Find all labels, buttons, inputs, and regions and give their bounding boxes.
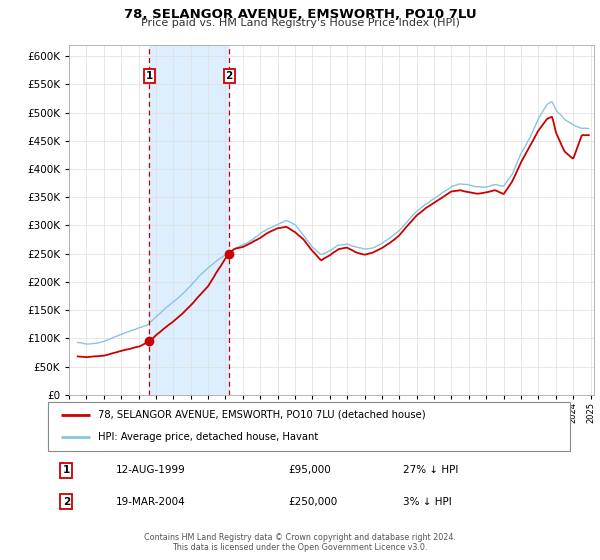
Text: 27% ↓ HPI: 27% ↓ HPI xyxy=(403,465,458,475)
Text: 78, SELANGOR AVENUE, EMSWORTH, PO10 7LU: 78, SELANGOR AVENUE, EMSWORTH, PO10 7LU xyxy=(124,8,476,21)
Text: Price paid vs. HM Land Registry's House Price Index (HPI): Price paid vs. HM Land Registry's House … xyxy=(140,18,460,29)
Text: 3% ↓ HPI: 3% ↓ HPI xyxy=(403,497,452,507)
Text: Contains HM Land Registry data © Crown copyright and database right 2024.: Contains HM Land Registry data © Crown c… xyxy=(144,533,456,542)
Text: HPI: Average price, detached house, Havant: HPI: Average price, detached house, Hava… xyxy=(98,432,318,442)
Text: This data is licensed under the Open Government Licence v3.0.: This data is licensed under the Open Gov… xyxy=(172,543,428,552)
Text: £95,000: £95,000 xyxy=(288,465,331,475)
Text: 12-AUG-1999: 12-AUG-1999 xyxy=(116,465,185,475)
Text: £250,000: £250,000 xyxy=(288,497,337,507)
FancyBboxPatch shape xyxy=(48,402,570,451)
Text: 1: 1 xyxy=(146,71,153,81)
Bar xyxy=(149,45,229,395)
Text: 1: 1 xyxy=(62,465,70,475)
Text: 2: 2 xyxy=(62,497,70,507)
Text: 78, SELANGOR AVENUE, EMSWORTH, PO10 7LU (detached house): 78, SELANGOR AVENUE, EMSWORTH, PO10 7LU … xyxy=(98,410,425,420)
Text: 2: 2 xyxy=(226,71,233,81)
Text: 19-MAR-2004: 19-MAR-2004 xyxy=(116,497,185,507)
